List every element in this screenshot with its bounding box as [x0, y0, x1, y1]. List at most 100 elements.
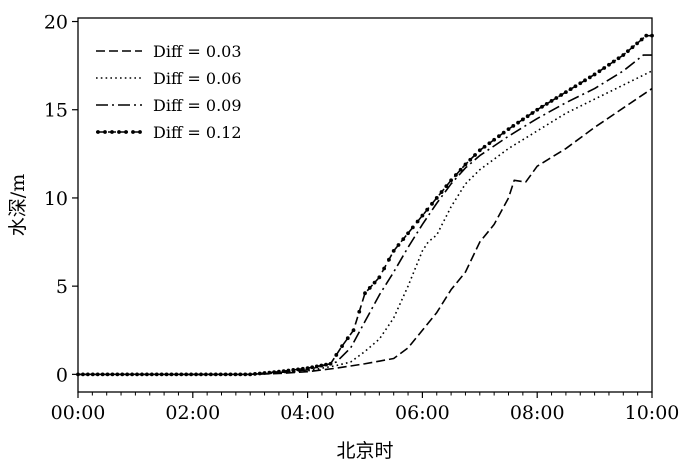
series-marker: [218, 372, 223, 377]
series-marker: [286, 368, 291, 373]
x-tick-label: 06:00: [395, 402, 450, 424]
series-marker: [319, 363, 324, 368]
series-marker: [281, 369, 286, 374]
series-marker: [396, 243, 401, 247]
y-tick-label: 20: [44, 12, 68, 34]
series-marker: [184, 372, 189, 377]
legend-marker: [131, 130, 135, 134]
series-marker: [621, 53, 626, 57]
series-marker: [213, 372, 218, 377]
series-marker: [238, 372, 243, 377]
series-marker: [434, 196, 439, 200]
legend-label-4: Diff = 0.12: [153, 123, 242, 142]
series-marker: [90, 372, 95, 377]
series-marker: [357, 309, 362, 314]
legend-marker: [138, 130, 142, 134]
legend-marker: [117, 130, 121, 134]
legend-label-3: Diff = 0.09: [153, 96, 242, 115]
series-marker: [115, 372, 120, 377]
series-marker: [525, 114, 530, 119]
series-marker: [516, 120, 520, 125]
series-marker: [120, 372, 125, 377]
series-marker: [468, 157, 473, 162]
x-axis-title: 北京时: [336, 440, 393, 462]
series-marker: [506, 127, 511, 132]
legend-marker: [124, 130, 128, 134]
legend-marker: [96, 130, 100, 134]
series-line-1: [78, 87, 653, 376]
axis-ticks: 00:00 02:00 04:00 06:00 08:00 10:00 0 5 10 15 20: [44, 12, 680, 424]
series-marker: [535, 107, 540, 112]
y-axis-title: 水深/m: [7, 174, 29, 236]
series-marker: [277, 369, 281, 374]
series-marker: [351, 328, 356, 333]
series-marker: [305, 366, 310, 371]
series-marker: [130, 372, 135, 377]
legend-label-2: Diff = 0.06: [153, 69, 242, 88]
series-marker: [568, 87, 573, 92]
series-marker: [149, 372, 154, 377]
y-tick-label: 5: [56, 276, 68, 298]
series-marker: [449, 178, 453, 183]
series-marker: [169, 372, 174, 377]
series-marker: [233, 372, 238, 377]
series-marker: [334, 353, 339, 357]
series-marker: [174, 372, 179, 377]
series-marker: [425, 207, 430, 212]
legend-marker: [110, 130, 114, 134]
series-marker: [477, 148, 482, 153]
y-tick-label: 0: [56, 364, 68, 386]
series-marker: [291, 368, 296, 372]
y-tick-label: 15: [44, 100, 68, 122]
series-marker: [81, 372, 85, 377]
x-tick-label: 00:00: [51, 402, 106, 424]
series-marker: [208, 372, 213, 377]
series-marker: [583, 78, 587, 83]
series-marker: [497, 134, 501, 139]
series-marker: [401, 237, 406, 242]
series-marker: [415, 219, 420, 224]
series-marker: [372, 280, 377, 285]
series-marker: [387, 257, 391, 262]
series-marker: [125, 372, 130, 377]
series-marker: [410, 225, 415, 230]
series-marker: [607, 62, 611, 67]
series-marker: [592, 72, 597, 77]
series-line-2: [78, 70, 653, 376]
series-marker: [597, 69, 602, 74]
series-marker: [630, 45, 635, 50]
series-marker: [228, 372, 233, 377]
series-marker: [564, 90, 568, 94]
series-marker: [492, 137, 497, 142]
x-tick-label: 08:00: [510, 402, 565, 424]
series-marker: [530, 111, 535, 115]
series-marker: [406, 231, 410, 236]
series-marker: [144, 372, 149, 377]
series-marker: [248, 372, 253, 377]
y-tick-label: 10: [44, 188, 68, 210]
x-tick-label: 10:00: [625, 402, 680, 424]
series-marker: [511, 124, 516, 128]
series-marker: [473, 153, 477, 157]
series-marker: [453, 173, 458, 177]
series-marker: [377, 275, 382, 280]
series-marker: [611, 59, 616, 64]
series-marker: [625, 49, 630, 54]
series-marker: [382, 266, 387, 271]
series-marker: [328, 361, 333, 366]
series-marker: [154, 372, 159, 377]
series-marker: [367, 286, 372, 290]
series-marker: [199, 372, 203, 377]
series-marker: [340, 344, 344, 349]
series-marker: [587, 75, 592, 80]
legend-label-1: Diff = 0.03: [153, 42, 242, 61]
series-marker: [635, 41, 639, 46]
series-marker: [110, 372, 115, 377]
series-marker: [487, 141, 492, 146]
legend: Diff = 0.03 Diff = 0.06 Diff = 0.09 Diff = …: [96, 42, 242, 142]
series-marker: [549, 99, 554, 103]
series-marker: [363, 291, 367, 296]
series-marker: [300, 366, 305, 371]
series-marker: [95, 372, 100, 377]
